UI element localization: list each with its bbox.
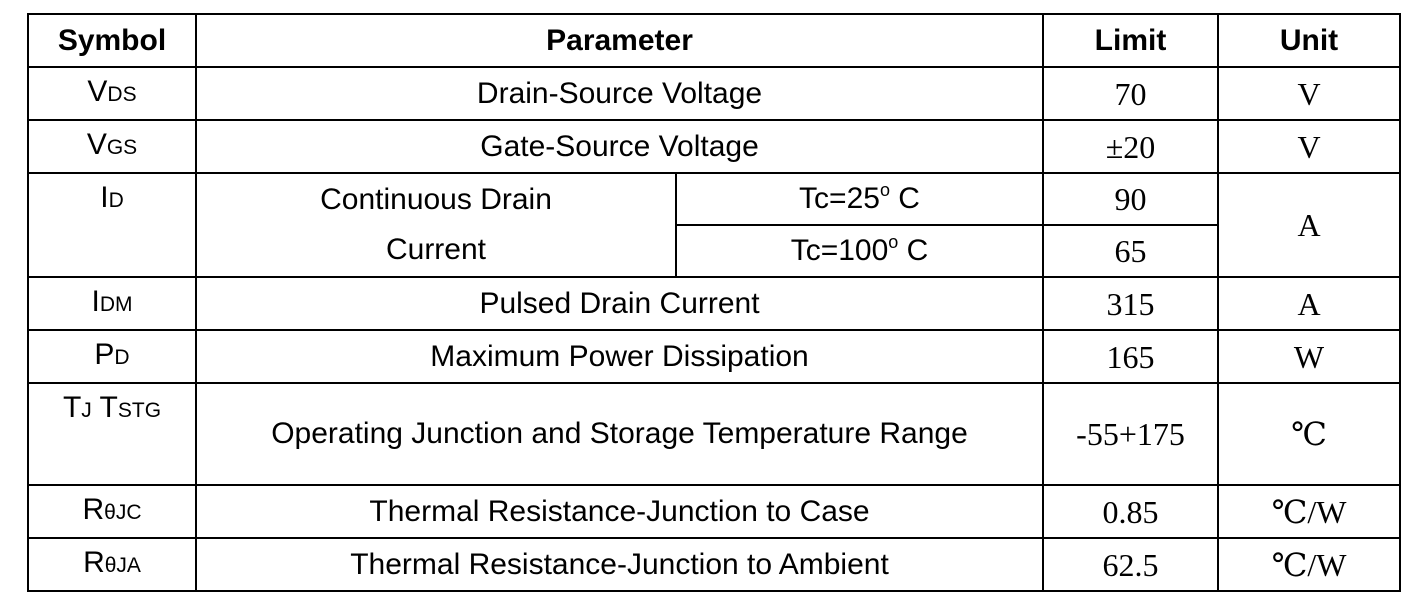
unit-cell: ℃: [1217, 382, 1402, 486]
symbol-sub: D: [114, 346, 130, 369]
parameter-cell: Thermal Resistance-Junction to Case: [194, 484, 1045, 539]
table-row: IDM Pulsed Drain Current 315 A: [27, 276, 1402, 331]
symbol-main: T: [91, 391, 118, 424]
table-row: VGS Gate-Source Voltage ±20 V: [27, 119, 1402, 174]
limit-cell: 315: [1042, 276, 1220, 331]
symbol-sub: GS: [106, 136, 138, 159]
header-row: Symbol Parameter Limit Unit: [27, 13, 1402, 68]
parameter-cell: Thermal Resistance-Junction to Ambient: [194, 537, 1045, 592]
unit-cell: A: [1217, 276, 1402, 331]
symbol-sub: DM: [99, 293, 133, 316]
symbol-cell: RθJA: [27, 537, 197, 592]
limit-cell: -55+175: [1042, 382, 1220, 486]
symbol-cell: VDS: [27, 66, 197, 121]
symbol-cell: PD: [27, 329, 197, 384]
table-row: PD Maximum Power Dissipation 165 W: [27, 329, 1402, 384]
ratings-table: Symbol Parameter Limit Unit VDS Drain-Sou…: [27, 13, 1402, 592]
table-row: RθJA Thermal Resistance-Junction to Ambie…: [27, 537, 1402, 592]
symbol-sub: D: [108, 189, 124, 212]
limit-cell: 165: [1042, 329, 1220, 384]
symbol-sub: STG: [117, 399, 162, 422]
table-row: VDS Drain-Source Voltage 70 V: [27, 66, 1402, 121]
limit-cell: 70: [1042, 66, 1220, 121]
parameter-cell: Operating Junction and Storage Temperatu…: [194, 382, 1045, 486]
header-cell: Symbol: [27, 13, 197, 68]
table-body: VDS Drain-Source Voltage 70 V VGS Gate-Source…: [27, 66, 1402, 592]
symbol-cell: TJ TSTG: [27, 382, 197, 486]
symbol-sub: J: [81, 399, 92, 422]
parameter-cell: Drain-Source Voltage: [194, 66, 1045, 121]
symbol-main: V: [86, 128, 107, 161]
parameter-cell: Pulsed Drain Current: [194, 276, 1045, 331]
condition-cell: Tc=100o C: [674, 224, 1045, 278]
symbol-sub: θJA: [104, 554, 141, 577]
limit-cell: 62.5: [1042, 537, 1220, 592]
symbol-sub: θJC: [104, 501, 142, 524]
symbol-cell: IDM: [27, 276, 197, 331]
unit-cell: ℃/W: [1217, 537, 1402, 592]
parameter-cell: Continuous Drain Current: [195, 172, 677, 278]
symbol-cell: VGS: [27, 119, 197, 174]
symbol-main: R: [82, 493, 105, 526]
limit-cell: 90: [1042, 172, 1220, 226]
header-cell: Parameter: [194, 13, 1045, 68]
symbol-cell: RθJC: [27, 484, 197, 539]
symbol-main: R: [83, 546, 105, 579]
table-row: TJ TSTG Operating Junction and Storage Te…: [27, 382, 1402, 486]
condition-text: Tc=100: [790, 234, 889, 267]
condition-suffix: C: [898, 234, 929, 267]
unit-cell: W: [1217, 329, 1402, 384]
symbol-main: I: [91, 285, 100, 318]
symbol-main: I: [100, 181, 109, 214]
table-row: Tc=100o C 65: [28, 224, 1400, 278]
limit-cell: ±20: [1042, 119, 1220, 174]
parameter-cell: Gate-Source Voltage: [194, 119, 1045, 174]
table-row: ID Continuous Drain Current Tc=25o C 90 A: [27, 172, 1402, 278]
limit-cell: 0.85: [1042, 484, 1220, 539]
unit-cell: V: [1217, 119, 1402, 174]
symbol-sub: DS: [107, 83, 137, 106]
condition-sup: o: [879, 180, 890, 200]
header-cell: Unit: [1217, 13, 1402, 68]
unit-cell: V: [1217, 66, 1402, 121]
header-cell: Limit: [1042, 13, 1220, 68]
unit-cell: ℃/W: [1217, 484, 1402, 539]
parameter-cell: Maximum Power Dissipation: [194, 329, 1045, 384]
condition-sup: o: [888, 232, 899, 252]
condition-text: Tc=25: [799, 182, 880, 215]
symbol-main: P: [94, 338, 115, 371]
unit-cell: A: [1217, 172, 1402, 278]
condition-cell: Tc=25o C: [674, 172, 1045, 226]
condition-suffix: C: [889, 182, 920, 215]
table-row: RθJC Thermal Resistance-Junction to Case 0…: [27, 484, 1402, 539]
symbol-cell: ID: [27, 172, 197, 278]
symbol-main: T: [62, 391, 82, 424]
limit-cell: 65: [1042, 224, 1220, 278]
symbol-main: V: [87, 75, 108, 108]
